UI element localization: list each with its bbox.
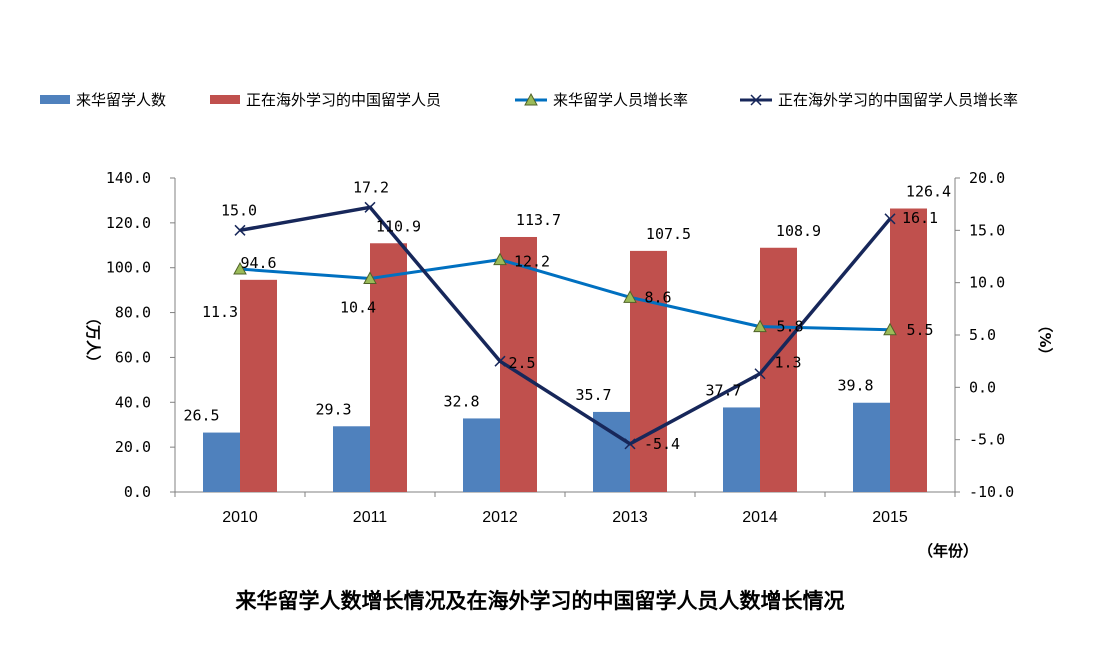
x-marker <box>494 355 506 367</box>
x-tick-label: 2012 <box>482 509 518 526</box>
line-data-label: 15.0 <box>221 201 257 219</box>
bar-foreign-students <box>723 407 760 492</box>
bar-data-label: 113.7 <box>516 211 561 229</box>
bar-chinese-abroad <box>370 243 407 492</box>
bar-chinese-abroad <box>890 208 927 492</box>
line-data-label: 1.3 <box>774 354 801 372</box>
chart-axes <box>174 178 956 493</box>
x-marker <box>754 368 766 380</box>
legend-swatch-bar <box>40 95 70 104</box>
bar-data-label: 29.3 <box>315 400 351 418</box>
triangle-marker <box>883 322 897 336</box>
y-axis-right-title: （%） <box>1036 317 1054 362</box>
bar-data-label: 107.5 <box>646 225 691 243</box>
triangle-marker <box>753 319 767 333</box>
x-axis-title: （年份） <box>918 542 978 560</box>
bar-data-label: 39.8 <box>837 377 873 395</box>
x-marker-stroke <box>494 355 506 367</box>
y-left-tick-label: 100.0 <box>106 259 151 277</box>
x-tick-label: 2015 <box>872 509 908 526</box>
x-tick-label: 2013 <box>612 509 648 526</box>
line-data-label: 5.8 <box>776 318 803 336</box>
y-axis-left-title: （万人） <box>84 310 102 370</box>
triangle-marker <box>493 252 507 266</box>
y-right-tick-label: 20.0 <box>969 169 1005 187</box>
y-left-tick-label: 80.0 <box>115 304 151 322</box>
y-left-tick-label: 40.0 <box>115 393 151 411</box>
bar-foreign-students <box>463 418 500 492</box>
legend-label: 正在海外学习的中国留学人员增长率 <box>778 91 1018 109</box>
y-right-tick-label: -5.0 <box>969 431 1005 449</box>
bar-data-label: 110.9 <box>376 217 421 235</box>
bar-data-label: 35.7 <box>575 386 611 404</box>
bar-data-label: 32.8 <box>443 392 479 410</box>
x-marker-stroke <box>624 438 636 450</box>
line-data-label: 17.2 <box>353 178 389 196</box>
y-left-tick-label: 120.0 <box>106 214 151 232</box>
y-left-tick-label: 20.0 <box>115 438 151 456</box>
x-marker <box>884 213 896 225</box>
x-tick-label: 2010 <box>222 509 258 526</box>
bar-data-label: 37.7 <box>705 381 741 399</box>
line-data-label: 8.6 <box>644 288 671 306</box>
x-marker-stroke <box>364 201 376 213</box>
y-right-tick-label: 5.0 <box>969 326 996 344</box>
x-marker <box>364 201 376 213</box>
bar-data-label: 26.5 <box>183 407 219 425</box>
line-data-label: 2.5 <box>508 354 535 372</box>
legend-x-marker <box>750 94 762 106</box>
chart-title: 来华留学人数增长情况及在海外学习的中国留学人员人数增长情况 <box>236 588 845 613</box>
bar-data-label: 108.9 <box>776 222 821 240</box>
triangle-marker <box>363 271 377 284</box>
y-right-tick-label: 15.0 <box>969 221 1005 239</box>
line-foreign-growth-rate <box>239 258 891 332</box>
triangle-marker <box>233 262 247 275</box>
y-left-tick-label: 0.0 <box>124 483 151 501</box>
tick-labels: 0.0 20.0 40.0 60.0 80.0 100.0 120.0 140.0 -10.0 -… <box>106 169 1014 526</box>
legend-label: 来华留学人员增长率 <box>553 91 688 109</box>
x-marker-stroke <box>884 213 896 225</box>
line-data-label: 16.1 <box>902 209 938 227</box>
line-data-label: 10.4 <box>340 298 376 316</box>
y-right-tick-label: -10.0 <box>969 483 1014 501</box>
bar-chinese-abroad <box>760 247 797 492</box>
line-data-label: -5.4 <box>644 435 680 453</box>
bar-data-label: 126.4 <box>906 183 951 201</box>
legend-triangle-marker <box>524 92 538 106</box>
y-left-tick-label: 60.0 <box>115 348 151 366</box>
legend-label: 来华留学人数 <box>76 91 166 109</box>
triangle-marker <box>623 290 637 303</box>
line-data-label: 5.5 <box>906 321 933 339</box>
bar-series <box>203 208 927 492</box>
x-tick-label: 2011 <box>353 509 388 526</box>
legend-swatch-bar <box>210 95 240 104</box>
data-labels: 26.5 29.3 32.8 35.7 37.7 39.8 94.6 110.9 113.7 10… <box>183 178 951 453</box>
y-right-tick-label: 10.0 <box>969 274 1005 292</box>
bar-foreign-students <box>853 402 890 492</box>
x-marker-stroke <box>234 224 246 236</box>
bar-chinese-abroad <box>240 279 277 492</box>
bar-foreign-students <box>333 426 370 492</box>
line-data-label: 12.2 <box>514 253 550 271</box>
x-marker <box>624 438 636 450</box>
line-abroad-growth-rate <box>239 205 892 446</box>
bar-data-label: 94.6 <box>240 254 276 272</box>
bar-foreign-students <box>203 432 240 492</box>
bar-chinese-abroad <box>630 250 667 492</box>
y-right-tick-label: 0.0 <box>969 378 996 396</box>
x-tick-label: 2014 <box>742 509 778 526</box>
x-marker-stroke <box>754 368 766 380</box>
line-series <box>233 201 897 450</box>
legend: 来华留学人数 正在海外学习的中国留学人员 来华留学人员增长率 正在海外学习的中国留学人… <box>40 91 1018 109</box>
y-left-tick-label: 140.0 <box>106 169 151 187</box>
legend-label: 正在海外学习的中国留学人员 <box>246 91 441 109</box>
line-data-label: 11.3 <box>202 303 238 321</box>
x-marker <box>234 224 246 236</box>
